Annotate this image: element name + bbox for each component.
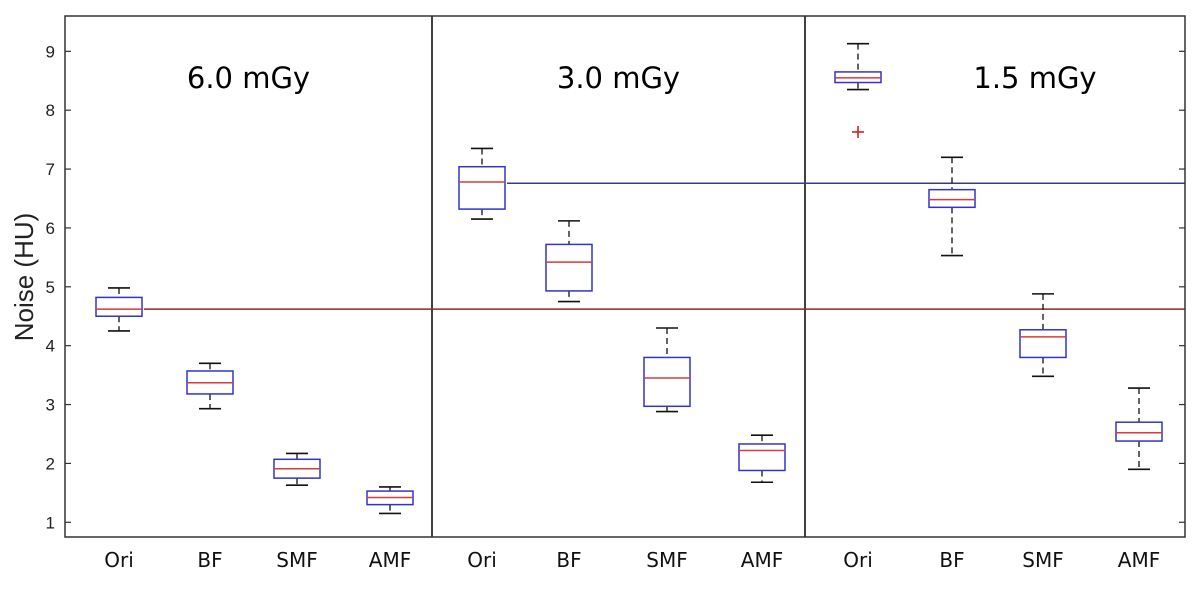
iqr-box [643,356,691,408]
category-label: AMF [741,548,783,572]
plot-background [65,16,1185,537]
box-amf [738,434,786,484]
panel-title: 3.0 mGy [557,61,680,95]
category-label: Ori [104,548,134,572]
y-tick-label: 4 [46,337,55,356]
box-smf [643,327,691,413]
iqr-box [458,165,506,210]
y-tick-label: 3 [46,396,55,415]
category-label: BF [556,548,581,572]
box-bf [928,156,976,257]
y-tick-label: 1 [46,513,55,532]
y-tick-label: 5 [46,278,55,297]
iqr-box [1115,421,1163,442]
iqr-box [1019,329,1067,359]
plot-frame [64,15,1186,538]
box-ori [834,42,882,138]
panel-title: 1.5 mGy [973,61,1096,95]
box-smf [273,452,321,486]
box-ori [95,287,143,332]
box-smf [1019,293,1067,378]
y-tick-label: 2 [46,454,55,473]
category-label: SMF [1022,548,1063,572]
panel-title: 6.0 mGy [187,61,310,95]
category-label: BF [939,548,964,572]
category-label: AMF [369,548,411,572]
category-label: SMF [276,548,317,572]
box-bf [545,220,593,303]
y-axis: 1 2 3 4 5 6 7 8 9 [46,42,1185,532]
y-axis-title: Noise (HU) [9,213,39,342]
y-tick-label: 6 [46,219,55,238]
category-label: AMF [1118,548,1160,572]
iqr-box [95,296,143,317]
y-tick-label: 7 [46,160,55,179]
category-label: BF [197,548,222,572]
iqr-box [545,243,593,292]
box-bf [186,362,234,410]
reference-lines [144,182,1185,310]
category-label: SMF [646,548,687,572]
box-ori [458,147,506,220]
panel-titles: 6.0 mGy 3.0 mGy 1.5 mGy [187,61,1097,95]
category-label: Ori [843,548,873,572]
y-tick-label: 8 [46,101,55,120]
y-tick-label: 9 [46,42,55,61]
box-amf [1115,387,1163,471]
panel-dividers [431,16,806,537]
boxplots [95,42,1163,515]
category-labels: Ori BF SMF AMF Ori BF SMF AMF Ori BF SMF AMF [104,548,1160,572]
category-label: Ori [467,548,497,572]
box-amf [366,486,414,515]
iqr-box [928,188,976,209]
iqr-box [738,443,786,472]
